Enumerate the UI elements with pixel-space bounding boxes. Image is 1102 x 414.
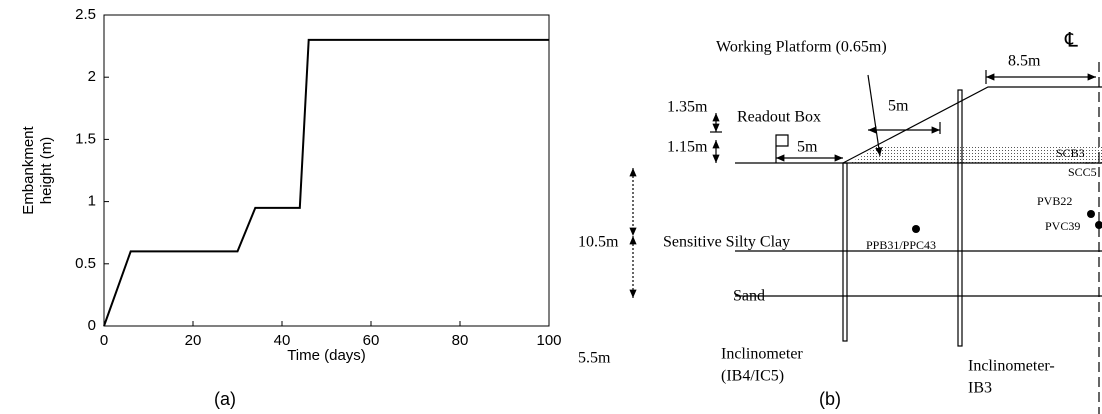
diagram-label: PVC39 bbox=[1045, 219, 1080, 233]
diagram-label: PVB22 bbox=[1037, 194, 1072, 208]
diagram-label: PPB31/PPC43 bbox=[866, 238, 936, 252]
diagram-label: Sand bbox=[733, 288, 765, 305]
x-tick-label: 100 bbox=[536, 332, 561, 349]
y-tick-label: 1.5 bbox=[75, 130, 96, 147]
x-axis-label: Time (days) bbox=[287, 347, 366, 364]
working-platform bbox=[850, 146, 1102, 163]
diagram-label: (IB4/IC5) bbox=[721, 368, 784, 385]
data-line bbox=[103, 38, 549, 327]
plot-frame bbox=[103, 14, 550, 327]
diagram-label: SCC5 bbox=[1068, 165, 1097, 179]
y-tick-label: 2 bbox=[88, 68, 96, 85]
diagram-label: Inclinometer bbox=[721, 346, 803, 363]
y-axis-label-box: Embankment height (m) bbox=[20, 126, 55, 215]
diagram-label: IB3 bbox=[968, 380, 992, 397]
x-tick-label: 80 bbox=[452, 332, 469, 349]
x-tick-label: 0 bbox=[100, 332, 108, 349]
diagram-label: Working Platform (0.65m) bbox=[716, 39, 887, 56]
y-tick-label: 2.5 bbox=[75, 6, 96, 23]
diagram-label: 5m bbox=[797, 139, 818, 156]
piezometer bbox=[912, 225, 920, 233]
diagram-label: ℄ bbox=[1064, 30, 1078, 52]
diagram-label: 5.5m bbox=[578, 350, 611, 367]
diagram-label: Sensitive Silty Clay bbox=[663, 234, 790, 251]
inclinometer bbox=[842, 162, 848, 342]
y-tick-label: 1 bbox=[88, 193, 96, 210]
embankment bbox=[842, 86, 1102, 164]
inclinometer bbox=[957, 89, 963, 347]
caption: (a) bbox=[214, 389, 236, 409]
caption: (b) bbox=[819, 389, 841, 409]
diagram-label: 5m bbox=[888, 98, 909, 115]
diagram-label: SCB3 bbox=[1056, 146, 1085, 160]
diagram-label: 10.5m bbox=[578, 234, 619, 251]
diagram-label: 8.5m bbox=[1008, 53, 1041, 70]
x-tick-label: 60 bbox=[363, 332, 380, 349]
diagram-label: Inclinometer- bbox=[968, 358, 1055, 375]
x-tick-label: 20 bbox=[185, 332, 202, 349]
diagram-label: 1.35m bbox=[667, 99, 708, 116]
diagram bbox=[629, 62, 1102, 414]
y-axis-label: Embankment height (m) bbox=[20, 126, 55, 215]
arrow bbox=[867, 74, 883, 157]
readout-box bbox=[775, 134, 789, 163]
piezometer bbox=[1095, 221, 1102, 229]
y-tick-label: 0.5 bbox=[75, 255, 96, 272]
diagram-label: Readout Box bbox=[737, 109, 821, 126]
y-tick-label: 0 bbox=[88, 317, 96, 334]
diagram-label: 1.15m bbox=[667, 139, 708, 156]
piezometer bbox=[1087, 210, 1095, 218]
x-tick-label: 40 bbox=[274, 332, 291, 349]
